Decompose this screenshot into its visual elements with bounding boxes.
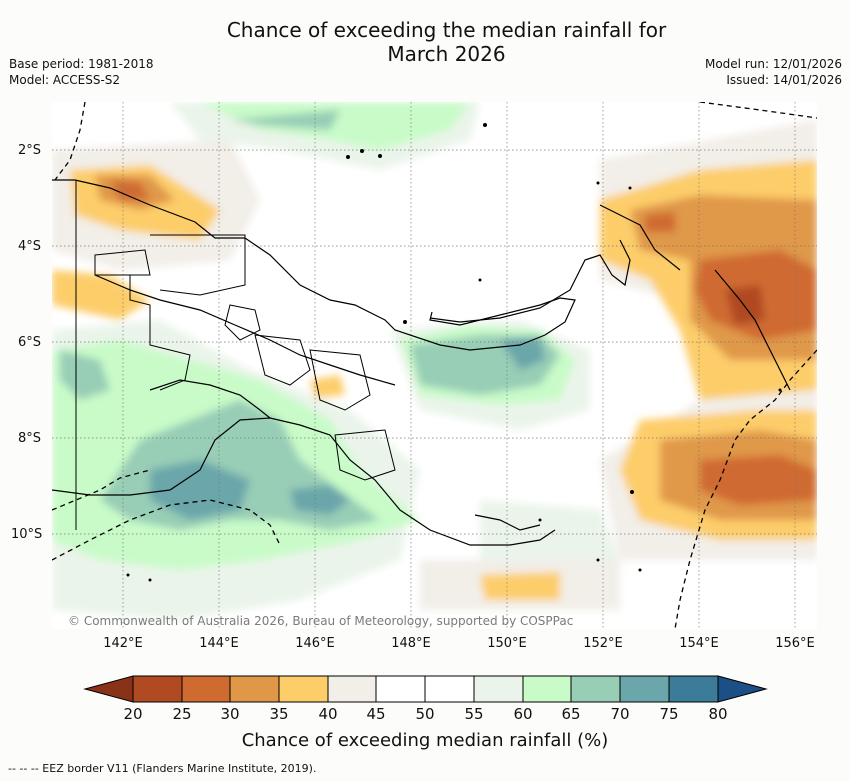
colorbar-bin-25-30 <box>181 675 231 703</box>
colorbar-tick: 35 <box>269 705 289 723</box>
lat-label-8s: 8°S <box>18 431 42 446</box>
lon-label-150e: 150°E <box>487 636 527 651</box>
lon-label-152e: 152°E <box>583 636 623 651</box>
colorbar-bin-40-45 <box>327 675 377 703</box>
probability-field <box>52 102 817 629</box>
new-britain <box>429 239 631 323</box>
eez-footnote: -- -- -- EEZ border V11 (Flanders Marine… <box>8 762 317 775</box>
lon-label-142e: 142°E <box>103 636 143 651</box>
colorbar-bin-70-75 <box>619 675 670 703</box>
colorbar-tick: 65 <box>561 705 581 723</box>
title-line-1: Chance of exceeding the median rainfall … <box>226 18 667 42</box>
colorbar-tick: 30 <box>220 705 240 723</box>
sepik-river <box>94 274 396 386</box>
colorbar-high-arrow <box>717 675 768 703</box>
colorbar-tick: 55 <box>464 705 484 723</box>
lat-label-2s: 2°S <box>18 143 42 158</box>
model-run: Model run: 12/01/2026 <box>704 57 842 71</box>
colorbar-low-arrow <box>83 675 134 703</box>
lon-label-144e: 144°E <box>199 636 239 651</box>
map-title: Chance of exceeding the median rainfall … <box>0 18 850 66</box>
title-line-2: March 2026 <box>387 42 506 66</box>
colorbar-bin-60-65 <box>522 675 572 703</box>
colorbar-bin-75-80 <box>668 675 719 703</box>
model-info: Base period: 1981-2018 Model: ACCESS-S2 <box>9 56 154 88</box>
lon-label-156e: 156°E <box>775 636 815 651</box>
colorbar-tick: 75 <box>659 705 679 723</box>
coastlines <box>52 179 791 546</box>
colorbar-tick: 70 <box>610 705 630 723</box>
colorbar-bin-20-25 <box>132 675 183 703</box>
fly-river <box>149 379 271 419</box>
eez-borders <box>52 102 817 629</box>
colorbar-bin-65-70 <box>570 675 621 703</box>
lon-label-146e: 146°E <box>295 636 335 651</box>
bougainville <box>714 269 791 391</box>
lat-label-10s: 10°S <box>11 527 43 542</box>
run-info: Model run: 12/01/2026 Issued: 14/01/2026 <box>705 56 842 88</box>
base-period: Base period: 1981-2018 <box>9 57 154 71</box>
lon-label-148e: 148°E <box>391 636 431 651</box>
model-name: Model: ACCESS-S2 <box>9 73 121 87</box>
lat-label-6s: 6°S <box>18 335 42 350</box>
graticule <box>52 102 817 629</box>
colorbar-bin-50-55 <box>424 675 475 703</box>
colorbar-tick: 40 <box>318 705 338 723</box>
colorbar-bin-45-50 <box>375 675 426 703</box>
colorbar-bin-35-40 <box>278 675 329 703</box>
d-entrecasteaux <box>474 514 541 531</box>
colorbar-bin-30-35 <box>229 675 280 703</box>
colorbar-tick: 45 <box>366 705 386 723</box>
lon-label-154e: 154°E <box>679 636 719 651</box>
lat-label-4s: 4°S <box>18 239 42 254</box>
colorbar-label: Chance of exceeding median rainfall (%) <box>241 730 609 751</box>
new-ireland <box>599 204 681 271</box>
copyright-notice: © Commonwealth of Australia 2026, Bureau… <box>68 614 574 628</box>
colorbar-tick: 25 <box>172 705 192 723</box>
colorbar-tick: 20 <box>123 705 143 723</box>
colorbar-tick: 80 <box>708 705 728 723</box>
colorbar-tick: 50 <box>415 705 435 723</box>
new-guinea-south-coast <box>52 417 556 546</box>
admin-borders <box>75 180 396 530</box>
islands <box>126 123 782 582</box>
colorbar-tick: 60 <box>513 705 533 723</box>
colorbar-bin-55-60 <box>473 675 524 703</box>
issued-date: Issued: 14/01/2026 <box>726 73 842 87</box>
new-guinea-north-coast <box>52 179 576 351</box>
colorbar <box>83 675 768 703</box>
